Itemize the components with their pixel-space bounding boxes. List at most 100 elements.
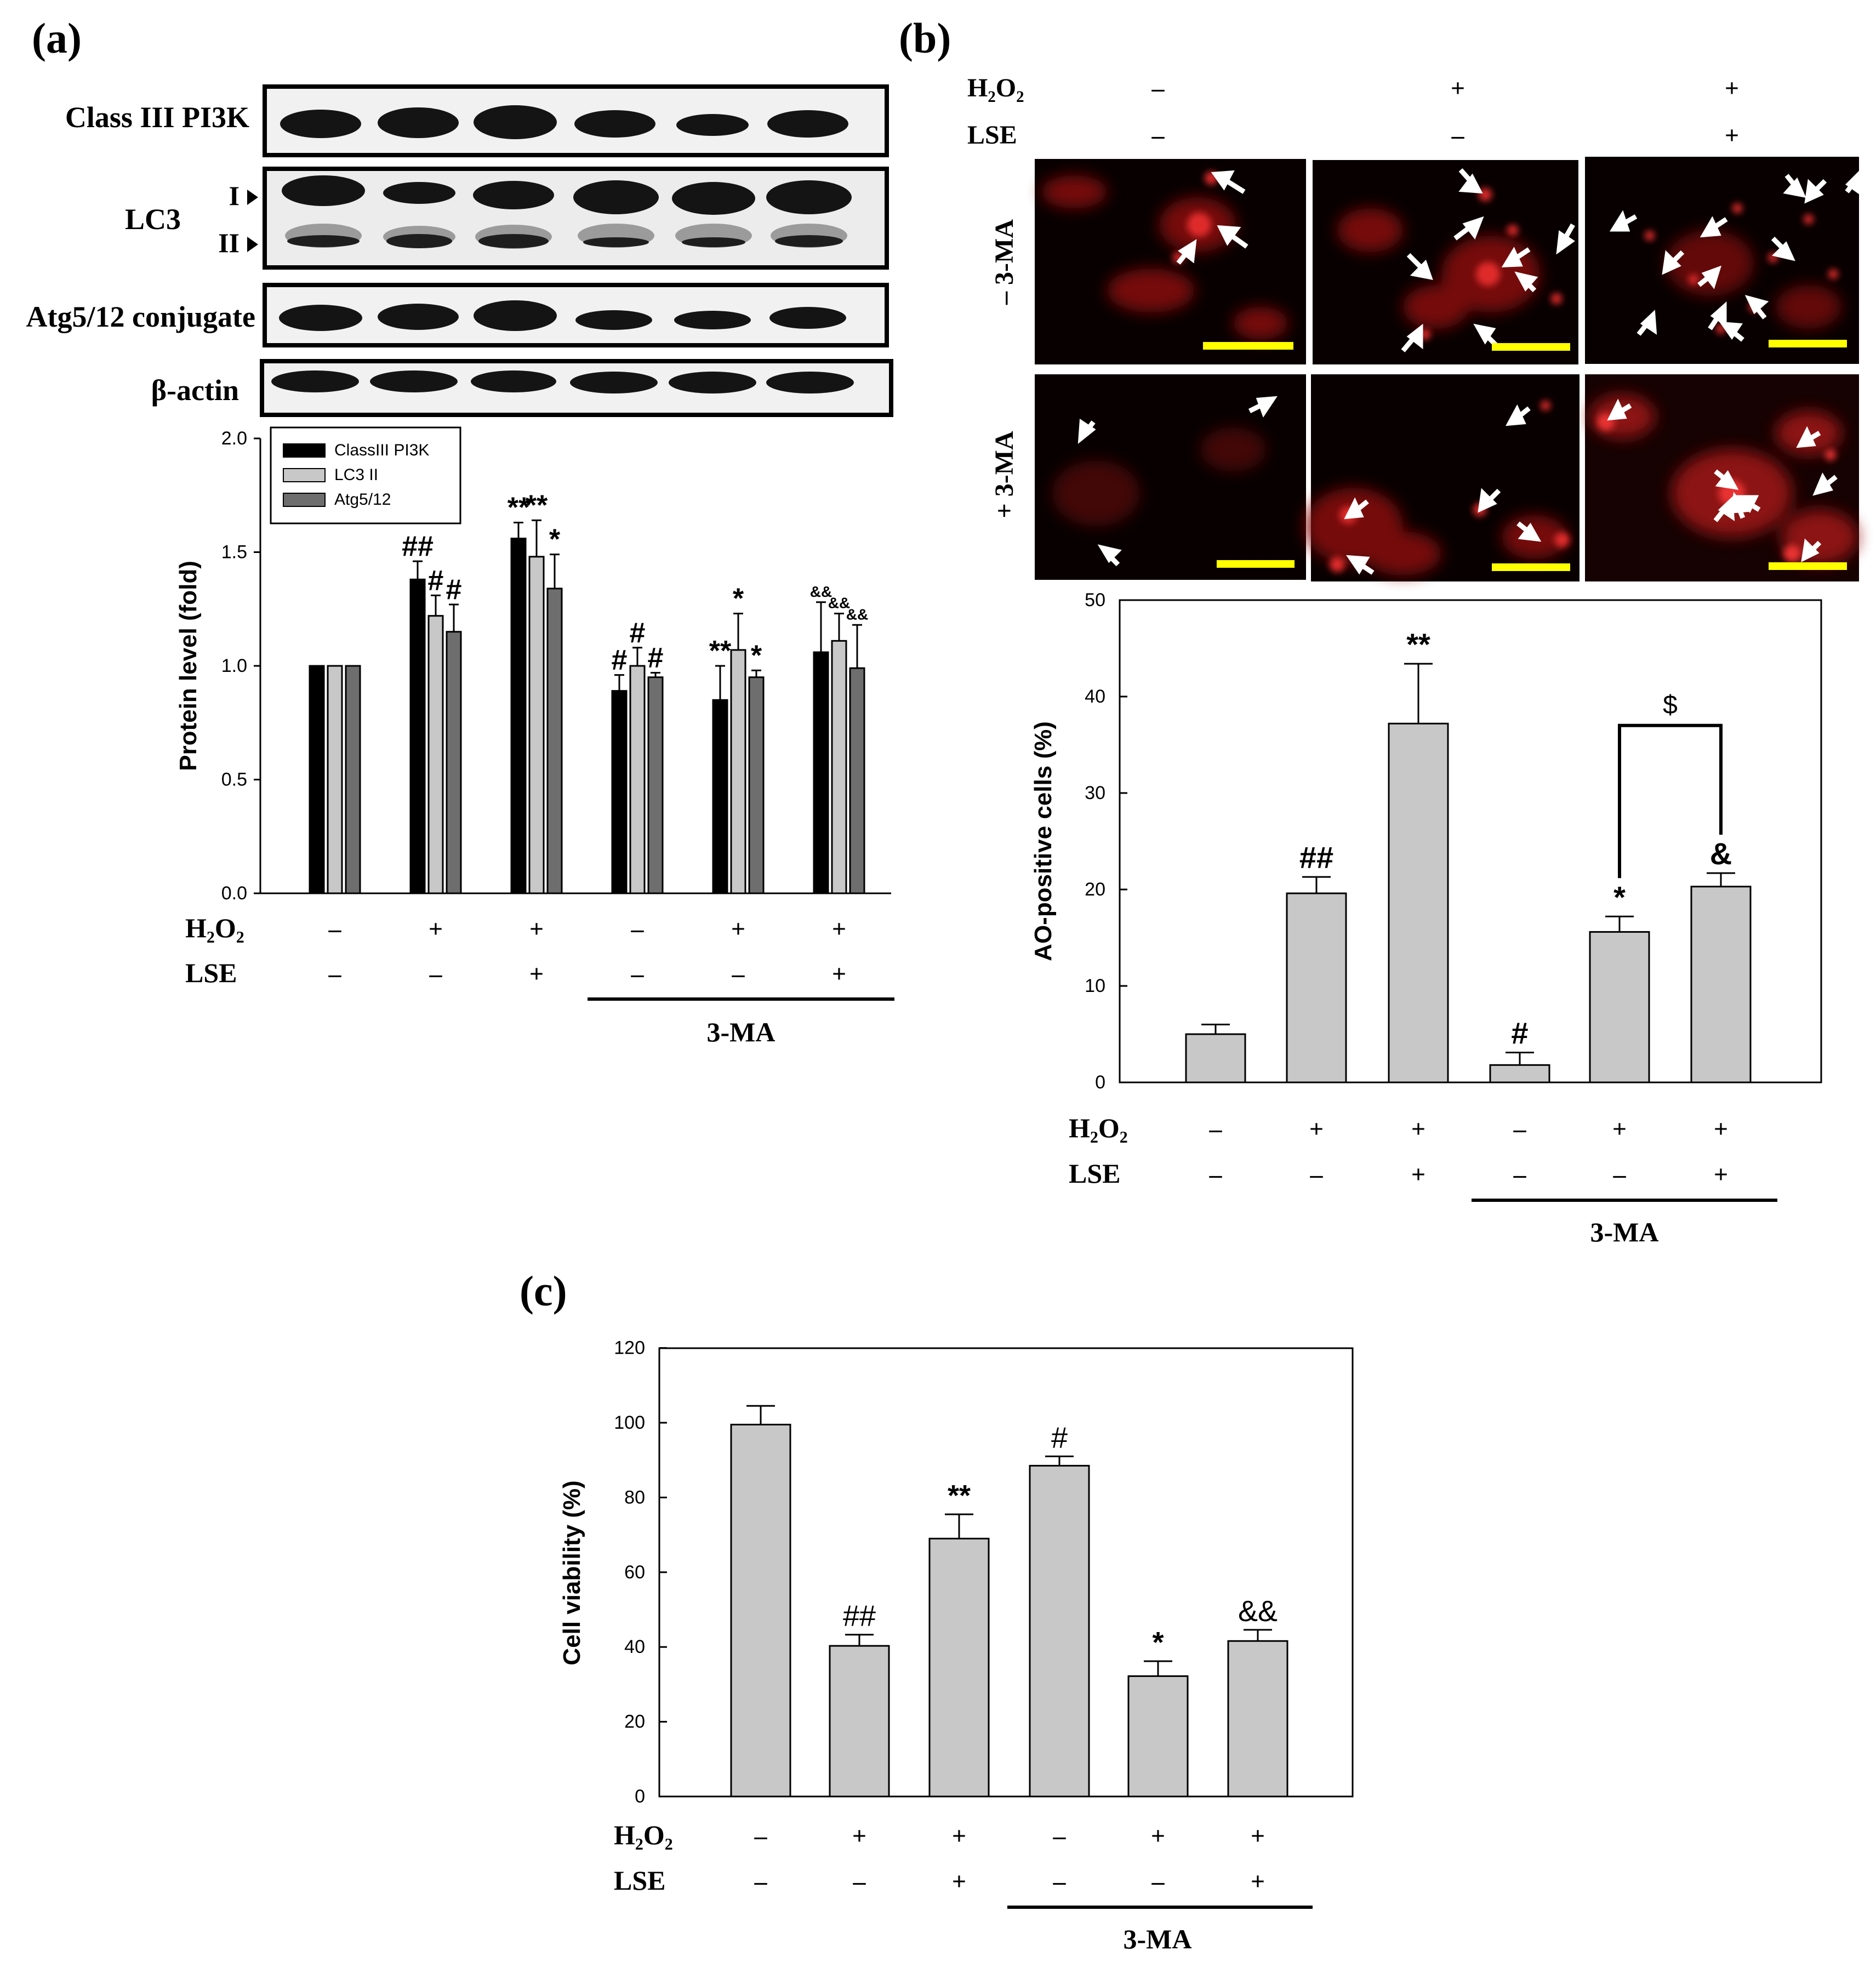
annotation-c-4: * — [1152, 1626, 1164, 1659]
treatment-b-lse-5: + — [1714, 1160, 1728, 1188]
treatment-c-h2o2-4: + — [1151, 1822, 1165, 1850]
bar-c-0 — [730, 1423, 791, 1798]
header-b-lse-1: – — [1451, 121, 1465, 149]
bar-a-s2-3 — [647, 676, 664, 894]
y-tick-label: 80 — [624, 1487, 645, 1508]
bar-a-s0-1 — [409, 578, 426, 894]
chart-c-ylabel: Cell viability (%) — [558, 1480, 585, 1665]
annotation-a-s0-3: # — [612, 645, 628, 676]
treatment-c-h2o2-2: + — [952, 1822, 966, 1850]
treatment-rows-b: H₂O₂ LSE 3-MA – + + – + + – – + – – + — [1069, 1113, 1777, 1247]
panel-b-label: (b) — [899, 14, 951, 62]
treatment-a-lse-2: + — [529, 960, 544, 988]
chart-b: AO-positive cells (%) 0 10 20 30 40 50 ## ** # * &… — [1030, 590, 1822, 1093]
header-b-h2o2-1: + — [1451, 74, 1465, 102]
scale-bar — [1492, 343, 1570, 351]
y-tick-label: 20 — [1085, 879, 1105, 900]
treatment-rows-c: H₂O₂ LSE 3-MA – + + – + + – – + – – + — [614, 1820, 1313, 1954]
annotation-b-3: # — [1511, 1016, 1528, 1050]
bar-a-s0-0 — [309, 665, 325, 894]
micrograph-r1c1 — [1035, 159, 1306, 364]
header-b-h2o2-2: + — [1725, 74, 1739, 102]
annotation-a-s2-1: # — [446, 574, 462, 606]
treatment-c-h2o2-0: – — [754, 1822, 768, 1850]
treatment-c-lse-3: – — [1053, 1867, 1067, 1895]
treatment-b-lse-3: – — [1513, 1160, 1527, 1188]
lc3-band-label-i: I — [229, 180, 240, 211]
bar-b-3 — [1489, 1064, 1550, 1083]
annotation-a-s2-4: * — [751, 640, 762, 671]
treatment-b-h2o2-label: H₂O₂ — [1069, 1113, 1128, 1143]
blot-class3-pi3k — [263, 84, 889, 157]
bar-a-s2-1 — [446, 631, 462, 894]
lc3-band-label-ii: II — [218, 227, 240, 258]
treatment-b-h2o2-1: + — [1309, 1115, 1324, 1143]
bar-a-s0-3 — [611, 690, 628, 894]
group-label-a: 3-MA — [707, 1017, 776, 1047]
scale-bar — [1769, 340, 1847, 347]
bar-c-1 — [829, 1645, 890, 1798]
micrograph-r2c2 — [1304, 374, 1580, 581]
scale-bar — [1217, 560, 1295, 568]
y-tick-label: 1.5 — [221, 542, 247, 563]
treatment-a-lse-3: – — [631, 960, 645, 988]
micrograph-grid — [1035, 157, 1861, 581]
annotation-c-3: # — [1051, 1421, 1068, 1454]
annotation-a-s1-5: && — [828, 595, 850, 612]
annotation-b-5: & — [1710, 836, 1732, 871]
treatment-c-lse-label: LSE — [614, 1865, 666, 1896]
treatment-c-h2o2-label: H₂O₂ — [614, 1820, 673, 1850]
group-label-c: 3-MA — [1124, 1924, 1192, 1954]
lc3-i-arrowhead — [247, 190, 258, 205]
significance-bracket-b — [1618, 723, 1723, 879]
chart-c: Cell viability (%) 0 20 40 60 80 100 120 ## ** # *… — [558, 1338, 1354, 1807]
bar-c-3 — [1029, 1464, 1090, 1798]
legend-label-lc3ii: LC3 II — [334, 466, 378, 484]
annotation-c-2: ** — [948, 1479, 971, 1512]
treatment-b-h2o2-3: – — [1513, 1115, 1527, 1143]
treatment-a-lse-0: – — [328, 960, 342, 988]
panel-a-label: (a) — [32, 14, 82, 62]
legend-label-classiii: ClassIII PI3K — [334, 441, 429, 459]
bar-b-4 — [1589, 931, 1650, 1083]
header-b-h2o2-0: – — [1151, 74, 1165, 102]
bar-b-1 — [1286, 892, 1347, 1083]
treatment-b-lse-1: – — [1310, 1160, 1324, 1188]
y-tick-label: 0.0 — [221, 883, 247, 904]
treatment-b-h2o2-5: + — [1714, 1115, 1728, 1143]
row-label-minus-3ma: – 3-MA — [990, 219, 1019, 305]
y-tick-label: 2.0 — [221, 428, 247, 449]
treatment-b-lse-label: LSE — [1069, 1158, 1121, 1189]
treatment-c-h2o2-1: + — [852, 1822, 866, 1850]
treatment-b-lse-2: + — [1411, 1160, 1425, 1188]
treatment-a-h2o2-label: H₂O₂ — [185, 912, 244, 943]
y-tick-label: 30 — [1085, 783, 1105, 803]
chart-a-ylabel: Protein level (fold) — [175, 561, 202, 771]
scale-bar — [1769, 562, 1847, 570]
treatment-b-lse-4: – — [1613, 1160, 1627, 1188]
treatment-b-h2o2-2: + — [1411, 1115, 1425, 1143]
bar-a-s1-0 — [327, 665, 343, 894]
row-label-plus-3ma: + 3-MA — [990, 431, 1019, 518]
blot-beta-actin — [260, 359, 893, 417]
treatment-b-h2o2-4: + — [1612, 1115, 1627, 1143]
treatment-a-lse-1: – — [429, 960, 443, 988]
y-tick-label: 40 — [624, 1636, 645, 1657]
treatment-c-h2o2-3: – — [1053, 1822, 1067, 1850]
legend-swatch-atg512 — [283, 493, 326, 507]
bar-a-s1-2 — [528, 556, 545, 894]
blot-label-atg512: Atg5/12 conjugate — [26, 300, 255, 333]
annotation-b-1: ## — [1299, 840, 1333, 875]
annotation-c-1: ## — [843, 1600, 876, 1633]
bar-a-s1-5 — [831, 640, 847, 894]
header-b-lse-2: + — [1725, 121, 1739, 149]
treatment-c-lse-5: + — [1251, 1867, 1265, 1895]
bar-a-s0-2 — [510, 538, 527, 894]
treatment-a-h2o2-2: + — [529, 915, 544, 943]
blot-label-lc3: LC3 — [125, 203, 181, 236]
treatment-a-h2o2-1: + — [429, 915, 443, 943]
treatment-a-h2o2-5: + — [832, 915, 846, 943]
annotation-a-s2-5: && — [846, 606, 868, 623]
bar-b-5 — [1690, 886, 1752, 1083]
bar-c-2 — [928, 1537, 990, 1798]
